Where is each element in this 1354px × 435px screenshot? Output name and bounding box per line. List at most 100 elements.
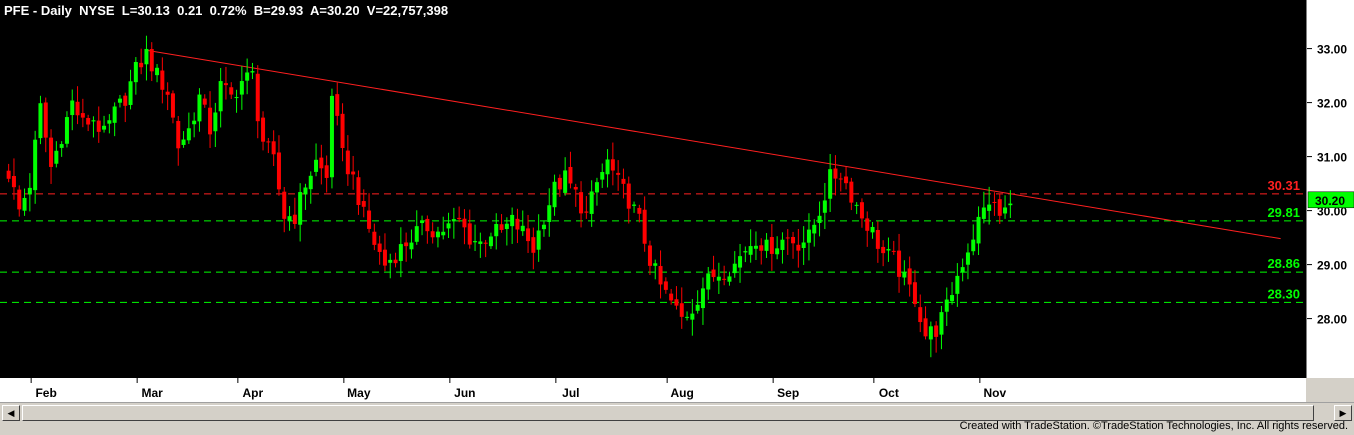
candle-body xyxy=(955,275,960,294)
scroll-right-button[interactable]: ▶ xyxy=(1334,405,1352,421)
candle xyxy=(563,157,568,196)
candle-body xyxy=(610,159,615,171)
candle-body xyxy=(817,215,822,223)
candle xyxy=(239,66,244,110)
x-tick-label: Mar xyxy=(141,386,163,400)
candle xyxy=(398,227,403,278)
candle xyxy=(457,206,462,223)
candle xyxy=(356,170,361,215)
candle-body xyxy=(80,113,85,118)
candle-body xyxy=(388,259,393,263)
candle xyxy=(669,288,674,305)
candle xyxy=(208,91,213,148)
candle xyxy=(939,305,944,350)
candle xyxy=(425,215,430,244)
candle-body xyxy=(287,216,292,222)
candle xyxy=(435,226,440,248)
candle-body xyxy=(372,231,377,245)
candle xyxy=(409,229,414,259)
candle xyxy=(38,95,43,145)
candle xyxy=(451,207,456,239)
candle-body xyxy=(547,205,552,222)
candle xyxy=(632,201,637,213)
candle-body xyxy=(594,182,599,193)
candle-body xyxy=(669,293,674,301)
candle-body xyxy=(107,120,112,124)
candle xyxy=(197,88,202,132)
candle-body xyxy=(420,220,425,224)
candle xyxy=(828,153,833,212)
price-axis[interactable]: 33.00 32.00 31.00 30.00 29.00 28.00 30.20 xyxy=(1306,0,1354,378)
candle-body xyxy=(393,259,398,264)
candle-body xyxy=(801,242,806,249)
candle xyxy=(420,215,425,236)
candle-body xyxy=(54,150,59,164)
candle-body xyxy=(38,103,43,139)
candle xyxy=(663,277,668,294)
candle-body xyxy=(245,72,250,81)
candle-body xyxy=(775,248,780,255)
price-axis-svg: 33.00 32.00 31.00 30.00 29.00 28.00 30.20 xyxy=(1307,43,1354,327)
candle xyxy=(674,286,679,310)
candle-body xyxy=(139,62,144,68)
candle xyxy=(621,168,626,199)
candle-body xyxy=(22,197,27,211)
candle-body xyxy=(504,223,509,229)
y-tick-label: 32.00 xyxy=(1317,97,1347,111)
candle-body xyxy=(27,187,32,195)
chart-plot-area[interactable]: 30.31 29.81 28.86 28.30 PFE - Daily NYSE L=… xyxy=(0,0,1306,378)
candle xyxy=(271,130,276,167)
scrollbar-thumb[interactable] xyxy=(22,405,1314,421)
candle-body xyxy=(722,278,727,280)
candle-body xyxy=(674,299,679,306)
candle xyxy=(139,48,144,75)
price-chart: 30.31 29.81 28.86 28.30 xyxy=(0,35,1306,358)
horizontal-scrollbar[interactable]: ◀ ▶ xyxy=(0,402,1354,421)
candle-body xyxy=(875,229,880,249)
candle-body xyxy=(356,177,361,206)
candle-body xyxy=(526,228,531,242)
candle xyxy=(637,204,642,223)
candle-body xyxy=(59,144,64,148)
candle-body xyxy=(186,128,191,141)
candle xyxy=(218,68,223,128)
candle-body xyxy=(605,159,610,175)
change-readout: 0.21 xyxy=(177,3,203,18)
date-axis[interactable]: Feb Mar Apr May Jun Jul Aug Sep Oct Nov xyxy=(0,378,1306,402)
candle xyxy=(759,238,764,265)
scroll-left-button[interactable]: ◀ xyxy=(2,405,20,421)
candle-body xyxy=(653,263,658,266)
candle-body xyxy=(133,62,138,83)
candle-body xyxy=(881,246,886,254)
candle xyxy=(748,229,753,263)
candle-body xyxy=(791,236,796,244)
x-tick-label: Aug xyxy=(670,386,693,400)
candle xyxy=(690,299,695,336)
candle xyxy=(314,143,319,177)
candle-body xyxy=(292,214,297,225)
candle-body xyxy=(149,49,154,72)
candle xyxy=(711,255,716,282)
candle-body xyxy=(91,120,96,122)
candle-body xyxy=(944,299,949,312)
candle xyxy=(541,220,546,237)
candle-body xyxy=(976,216,981,244)
candle xyxy=(992,192,997,216)
candle xyxy=(997,193,1002,225)
candle-body xyxy=(865,218,870,231)
candle-body xyxy=(165,91,170,95)
candle-body xyxy=(473,241,478,243)
candle-body xyxy=(928,326,933,340)
candle-body xyxy=(457,217,462,220)
candle-body xyxy=(33,139,38,191)
y-tick-label: 33.00 xyxy=(1317,43,1347,57)
candle xyxy=(54,141,59,168)
candle xyxy=(372,223,377,251)
candle xyxy=(722,265,727,286)
candle-body xyxy=(886,249,891,251)
candle xyxy=(324,155,329,193)
candle-body xyxy=(345,150,350,175)
candle xyxy=(700,277,705,325)
candle xyxy=(192,112,197,138)
candle-body xyxy=(488,236,493,247)
